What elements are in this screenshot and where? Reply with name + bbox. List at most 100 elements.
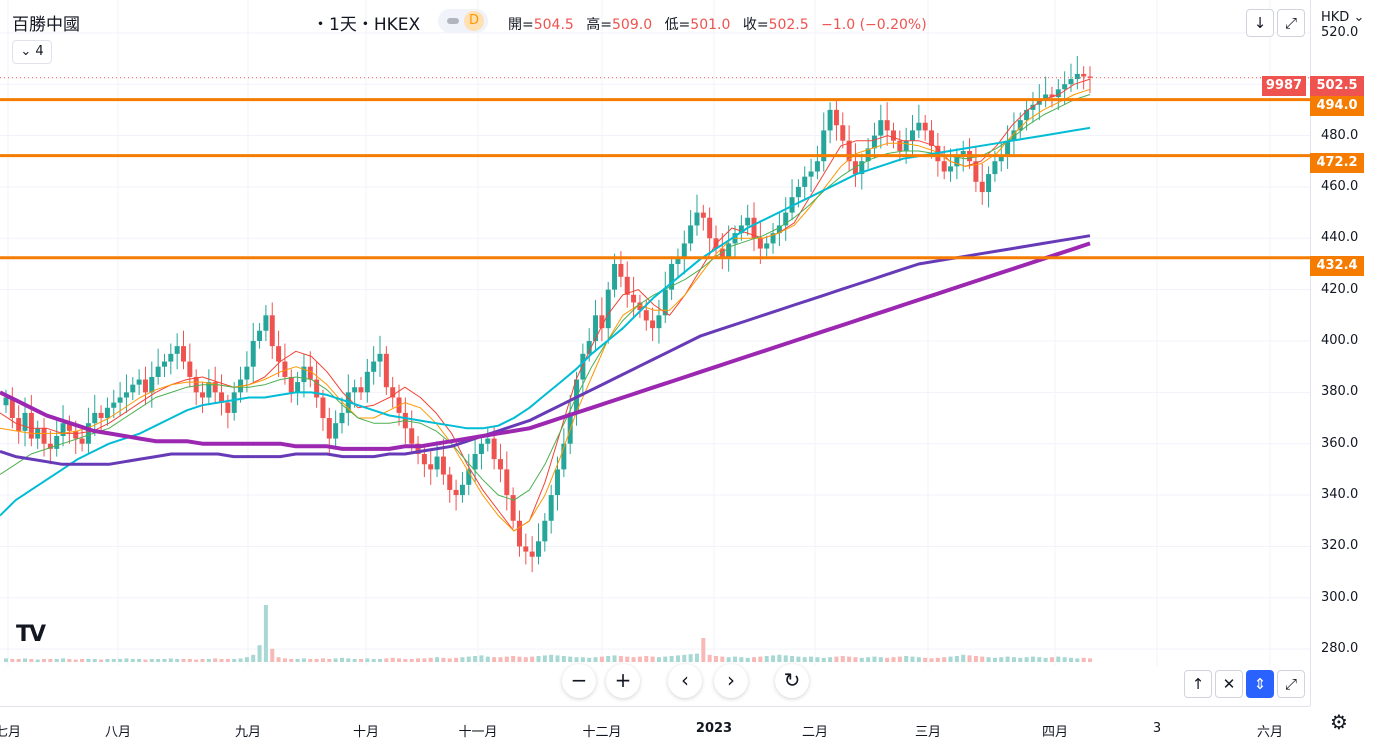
candle-body <box>263 315 269 331</box>
volume-bar <box>790 656 795 662</box>
candle-body <box>726 243 732 259</box>
y-tick-label: 400.0 <box>1321 333 1359 348</box>
fullscreen-icon[interactable]: ⤢ <box>1277 9 1305 37</box>
x-tick-label: 2023 <box>695 721 733 736</box>
volume-bar <box>435 657 440 662</box>
x-tick-label: 二月 <box>801 725 829 740</box>
volume-bar <box>511 656 516 662</box>
volume-bar <box>561 656 566 662</box>
candle-body <box>529 551 535 557</box>
download-arrow-icon[interactable]: ↓ <box>1246 9 1274 37</box>
currency-selector[interactable]: HKD ⌄ <box>1321 10 1364 25</box>
candle-body <box>288 376 294 393</box>
close-value: 502.5 <box>768 17 809 33</box>
volume-bar <box>942 657 947 662</box>
gear-icon[interactable]: ⚙ <box>1330 710 1348 734</box>
scroll-left-button[interactable]: ‹ <box>668 664 702 698</box>
candle-body <box>605 289 611 329</box>
candle-body <box>662 289 668 316</box>
candle-body <box>339 412 345 424</box>
volume-bar <box>54 659 59 662</box>
candle-body <box>770 233 776 244</box>
volume-bar <box>574 657 579 662</box>
volume-bar <box>840 656 845 662</box>
volume-bar <box>327 659 332 662</box>
volume-bar <box>1011 657 1016 662</box>
candle-body <box>161 361 167 367</box>
volume-bar <box>339 657 344 662</box>
volume-bar <box>555 655 560 662</box>
candle-body <box>231 392 237 413</box>
candle-body <box>371 361 377 372</box>
zoom-out-button[interactable]: − <box>562 664 596 698</box>
volume-bar <box>1043 657 1048 662</box>
indicators-collapse-button[interactable]: ⌄ 4 <box>12 40 52 64</box>
candle-body <box>548 495 554 521</box>
candle-body <box>890 130 896 141</box>
volume-bar <box>923 657 928 662</box>
symbol-title[interactable]: 百勝中國 <box>12 15 80 35</box>
chart-plot-area[interactable] <box>0 0 1310 666</box>
candle-body <box>155 366 161 377</box>
volume-bar <box>485 656 490 662</box>
candle-body <box>814 161 820 172</box>
candle-body <box>757 238 763 249</box>
candle-body <box>840 125 846 141</box>
candle-body <box>428 464 434 470</box>
volume-bar <box>289 659 294 662</box>
candle-body <box>447 474 453 490</box>
volume-bar <box>878 657 883 662</box>
x-tick-label: 九月 <box>234 725 262 740</box>
candle-body <box>92 412 98 424</box>
y-tick-label: 280.0 <box>1321 641 1359 657</box>
x-tick-label: 三月 <box>914 725 942 740</box>
volume-bar <box>733 656 738 662</box>
candle-body <box>871 135 877 149</box>
price-axis[interactable] <box>1310 0 1374 706</box>
arrow-up-icon[interactable]: ↑ <box>1184 670 1212 698</box>
market-status-pill[interactable]: D <box>438 9 488 33</box>
candle-body <box>409 428 415 444</box>
candle-body <box>599 315 605 329</box>
candle-body <box>282 361 288 377</box>
interval-exchange[interactable]: ・1天・HKEX <box>312 15 421 35</box>
candle-body <box>859 161 865 175</box>
candle-body <box>364 371 370 393</box>
volume-bar <box>796 656 801 662</box>
candle-body <box>846 140 852 162</box>
volume-bar <box>80 659 85 662</box>
volume-bar <box>631 657 636 662</box>
fit-screen-icon[interactable]: ⤢ <box>1277 670 1305 698</box>
candle-body <box>111 402 117 408</box>
candle-body <box>60 423 66 437</box>
volume-bar <box>783 655 788 662</box>
candle-body <box>1087 76 1093 78</box>
level-tag-3: 432.4 <box>1310 256 1364 276</box>
candle-body <box>986 174 992 193</box>
close-icon[interactable]: ✕ <box>1215 670 1243 698</box>
volume-bar <box>397 658 402 662</box>
auto-scale-icon[interactable]: ⇕ <box>1246 670 1274 698</box>
volume-bar <box>73 659 78 662</box>
candle-body <box>833 109 839 126</box>
price-chart[interactable] <box>0 0 1310 666</box>
time-axis[interactable]: 七月 八月 九月 十月 十一月 十二月 2023 二月 三月 四月 3 六月 <box>0 706 1310 747</box>
volume-bar <box>175 659 180 662</box>
candle-body <box>523 546 529 552</box>
volume-bar <box>504 656 509 662</box>
reset-chart-button[interactable]: ↻ <box>775 664 809 698</box>
volume-bar <box>904 656 909 662</box>
volume-bar <box>276 657 281 662</box>
candle-body <box>453 489 459 496</box>
volume-bar <box>935 657 940 662</box>
zoom-in-button[interactable]: + <box>606 664 640 698</box>
volume-bar <box>308 659 313 662</box>
scroll-right-button[interactable]: › <box>714 664 748 698</box>
volume-bar <box>29 659 34 662</box>
volume-bar <box>333 658 338 662</box>
volume-bar <box>492 657 497 662</box>
candle-body <box>3 397 9 406</box>
candle-body <box>656 315 662 329</box>
volume-bar <box>872 656 877 662</box>
volume-bar <box>675 655 680 662</box>
